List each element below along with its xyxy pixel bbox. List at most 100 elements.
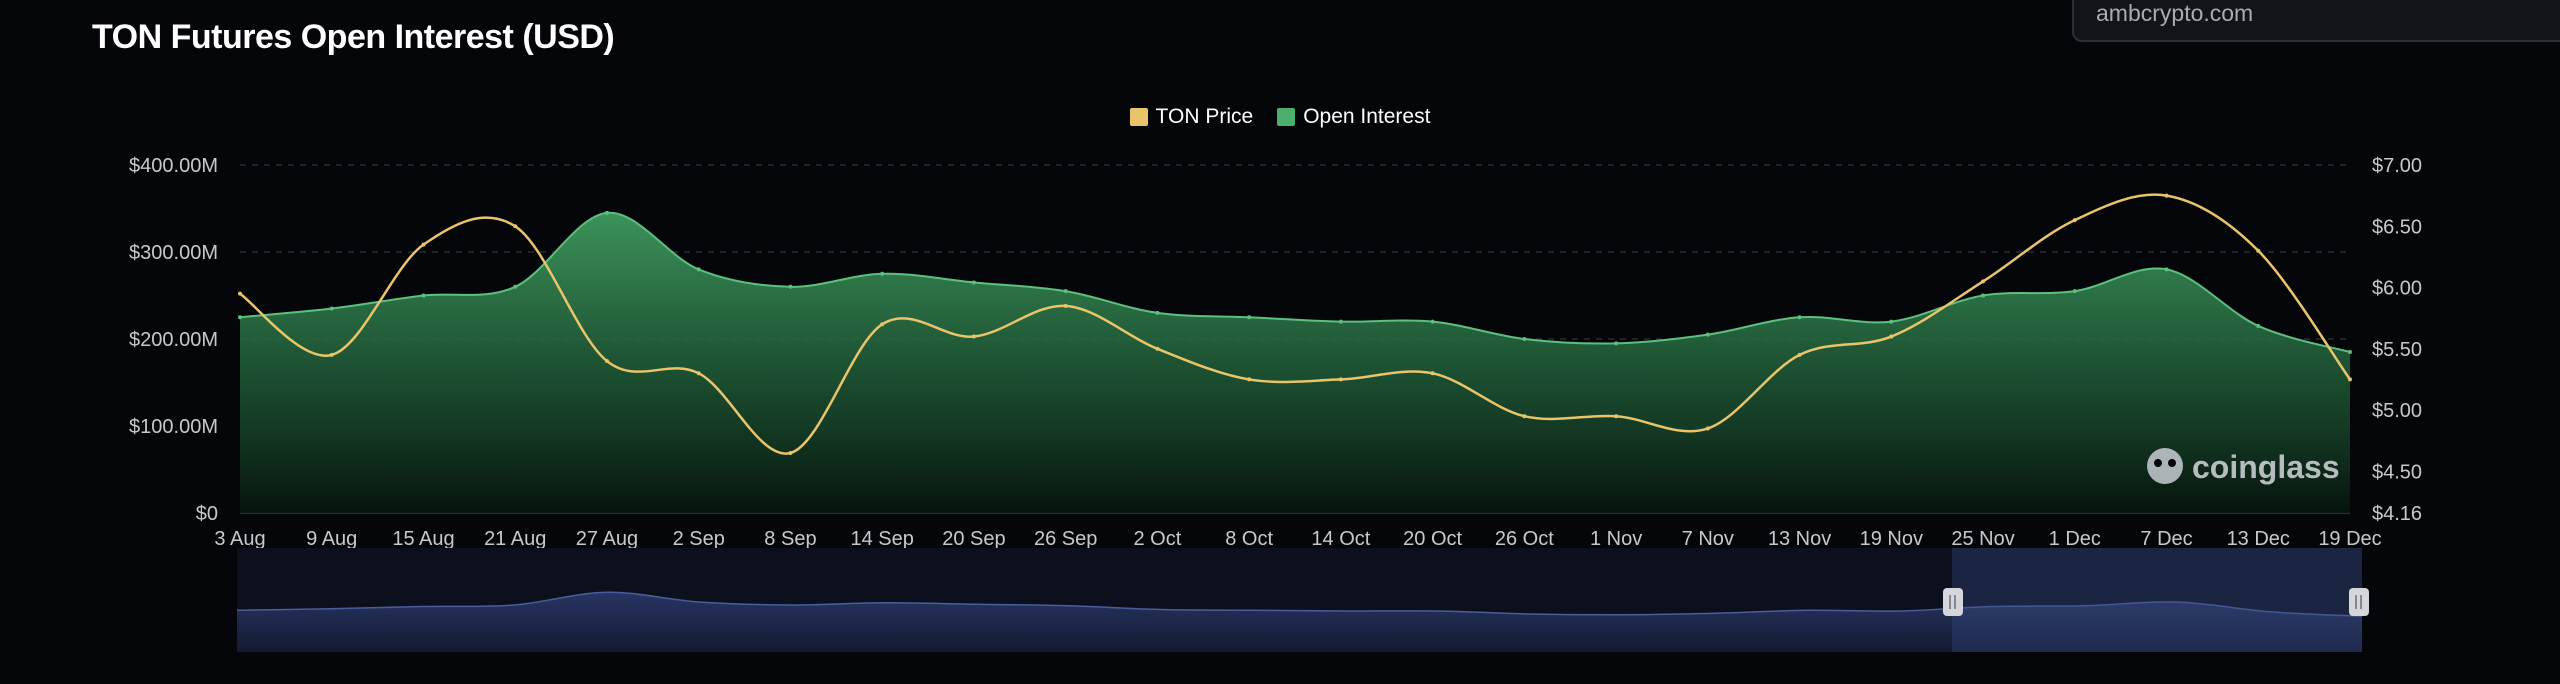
right-axis-tick-label: $6.50	[2372, 216, 2422, 238]
chart-title: TON Futures Open Interest (USD)	[92, 18, 615, 56]
open-interest-point	[1522, 337, 1527, 341]
open-interest-point	[788, 284, 793, 289]
open-interest-point	[1247, 315, 1252, 320]
price-point	[2072, 218, 2077, 223]
open-interest-point	[1705, 332, 1710, 337]
range-navigator	[236, 548, 2369, 652]
open-interest-point	[2072, 289, 2077, 294]
price-point	[1705, 426, 1710, 431]
price-line-layer	[238, 193, 2352, 455]
open-interest-point	[1063, 289, 1068, 294]
x-axis-tick-label: 7 Dec	[2140, 528, 2192, 550]
price-point	[604, 359, 609, 364]
left-axis-tick-label: $400.00M	[129, 155, 218, 177]
x-axis-tick-label: 19 Dec	[2318, 528, 2381, 550]
url-watermark-text: ambcrypto.com	[2096, 0, 2254, 26]
open-interest-point	[604, 210, 609, 215]
open-interest-area-layer	[238, 210, 2352, 513]
open-interest-point	[2348, 350, 2352, 355]
open-interest-point	[1338, 319, 1343, 324]
price-point	[238, 291, 242, 296]
coinglass-logo-eye	[2154, 459, 2162, 467]
x-axis-tick-label: 13 Nov	[1768, 528, 1831, 550]
x-axis-tick-label: 7 Nov	[1682, 528, 1734, 550]
open-interest-point	[880, 271, 885, 276]
x-axis-tick-label: 3 Aug	[214, 528, 265, 550]
x-axis-tick-label: 13 Dec	[2227, 528, 2290, 550]
coinglass-brand-text: coinglass	[2192, 449, 2340, 485]
right-axis-tick-label: $4.16	[2372, 503, 2422, 525]
price-point	[1522, 414, 1527, 419]
open-interest-point	[1155, 310, 1160, 315]
legend-item-price[interactable]: TON Price	[1129, 105, 1253, 129]
x-axis-tick-label: 20 Oct	[1403, 528, 1462, 550]
open-interest-point	[2256, 323, 2261, 328]
coinglass-logo-icon	[2147, 448, 2183, 484]
price-point	[971, 334, 976, 339]
price-point	[1797, 352, 1802, 357]
navigator-handle[interactable]	[1943, 588, 1963, 616]
x-axis-tick-label: 14 Sep	[850, 528, 913, 550]
price-point	[1247, 377, 1252, 382]
open-interest-point	[696, 267, 701, 272]
legend-swatch-price	[1129, 108, 1148, 126]
navigator-selection	[1952, 548, 2362, 652]
right-axis-tick-label: $6.00	[2372, 278, 2422, 300]
open-interest-area	[240, 212, 2350, 513]
open-interest-point	[1981, 293, 1986, 298]
price-point	[1430, 371, 1435, 376]
url-watermark-box: ambcrypto.com	[2072, 0, 2560, 42]
legend-swatch-open-interest	[1277, 108, 1296, 126]
x-axis-tick-label: 9 Aug	[306, 528, 357, 550]
x-axis: 3 Aug 9 Aug 15 Aug 21 Aug 27 Aug 2 Sep 8 Sep 14…	[214, 528, 2381, 550]
x-axis-tick-label: 25 Nov	[1951, 528, 2014, 550]
price-point	[329, 352, 334, 357]
navigator-area	[237, 592, 2362, 652]
legend-item-open-interest[interactable]: Open Interest	[1277, 105, 1430, 129]
open-interest-point	[971, 280, 976, 285]
open-interest-point	[421, 293, 426, 298]
right-axis-tick-label: $5.50	[2372, 339, 2422, 361]
price-point	[788, 450, 793, 455]
open-interest-point	[1614, 341, 1619, 346]
open-interest-point	[2164, 267, 2169, 272]
price-point	[1889, 334, 1894, 339]
open-interest-point	[1889, 319, 1894, 324]
price-point	[696, 371, 701, 376]
left-axis: $0 $100.00M $200.00M $300.00M $400.00M	[129, 155, 218, 525]
open-interest-point	[513, 284, 518, 289]
open-interest-point	[1430, 319, 1435, 324]
right-axis: $4.16 $4.50 $5.00 $5.50 $6.00 $6.50 $7.00	[2372, 155, 2422, 525]
price-point	[2256, 248, 2261, 253]
left-axis-tick-label: $200.00M	[129, 329, 218, 351]
open-interest-point	[238, 315, 242, 320]
x-axis-tick-label: 27 Aug	[576, 528, 638, 550]
left-axis-tick-label: $0	[196, 503, 218, 525]
right-axis-tick-label: $4.50	[2372, 461, 2422, 483]
legend-label-open-interest: Open Interest	[1303, 105, 1431, 128]
x-axis-tick-label: 15 Aug	[392, 528, 454, 550]
price-point	[2164, 193, 2169, 198]
coinglass-watermark: coinglass	[2147, 448, 2340, 485]
x-axis-tick-label: 14 Oct	[1311, 528, 1370, 550]
price-point	[1155, 346, 1160, 351]
open-interest-point	[329, 306, 334, 311]
open-interest-outline	[239, 211, 2351, 354]
left-axis-tick-label: $100.00M	[129, 416, 218, 438]
price-point	[1063, 303, 1068, 308]
navigator-handle[interactable]	[2349, 588, 2369, 616]
x-axis-tick-label: 26 Oct	[1495, 528, 1554, 550]
x-axis-tick-label: 1 Dec	[2049, 528, 2101, 550]
chart-legend: TON Price Open Interest	[0, 105, 2560, 129]
right-axis-tick-label: $7.00	[2372, 155, 2422, 177]
x-axis-tick-label: 19 Nov	[1860, 528, 1923, 550]
x-axis-tick-label: 21 Aug	[484, 528, 546, 550]
x-axis-tick-label: 26 Sep	[1034, 528, 1097, 550]
open-interest-point	[1797, 315, 1802, 320]
navigator-line	[236, 591, 2363, 617]
price-point	[1981, 279, 1986, 284]
x-axis-tick-label: 1 Nov	[1590, 528, 1642, 550]
price-point	[1338, 377, 1343, 382]
price-point	[421, 242, 426, 247]
